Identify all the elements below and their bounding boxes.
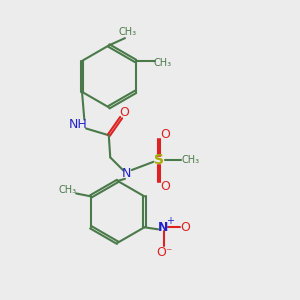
Text: S: S	[154, 153, 164, 167]
Text: CH₃: CH₃	[58, 185, 76, 195]
Text: CH₃: CH₃	[181, 155, 200, 165]
Text: N: N	[122, 167, 131, 180]
Text: CH₃: CH₃	[119, 27, 137, 37]
Text: +: +	[166, 215, 174, 226]
Text: NH: NH	[68, 118, 87, 131]
Text: O⁻: O⁻	[157, 246, 173, 259]
Text: N: N	[158, 221, 169, 234]
Text: O: O	[180, 221, 190, 234]
Text: O: O	[120, 106, 130, 119]
Text: O: O	[160, 180, 170, 193]
Text: O: O	[160, 128, 170, 141]
Text: CH₃: CH₃	[154, 58, 172, 68]
